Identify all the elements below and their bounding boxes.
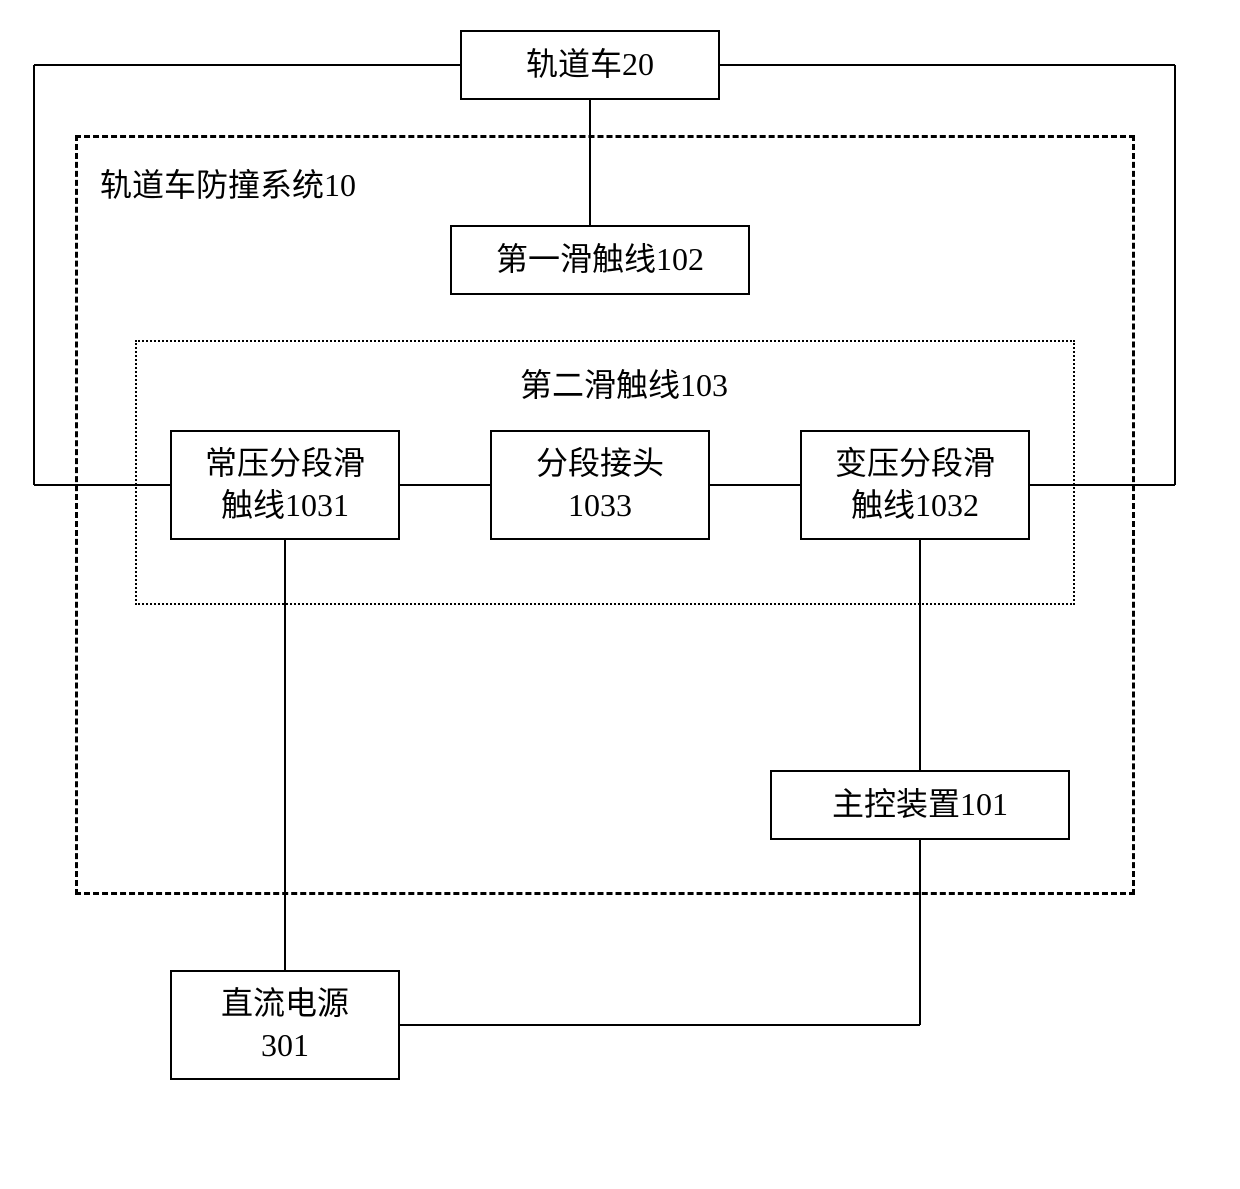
railcar-node: 轨道车20 [460, 30, 720, 100]
variable-segment-node: 变压分段滑 触线1032 [800, 430, 1030, 540]
second-slide-container-label: 第二滑触线103 [520, 360, 728, 406]
main-control-node: 主控装置101 [770, 770, 1070, 840]
first-slide-node: 第一滑触线102 [450, 225, 750, 295]
system-container-label: 轨道车防撞系统10 [100, 160, 356, 206]
dc-power-node: 直流电源 301 [170, 970, 400, 1080]
normal-segment-node: 常压分段滑 触线1031 [170, 430, 400, 540]
segment-joint-node: 分段接头 1033 [490, 430, 710, 540]
